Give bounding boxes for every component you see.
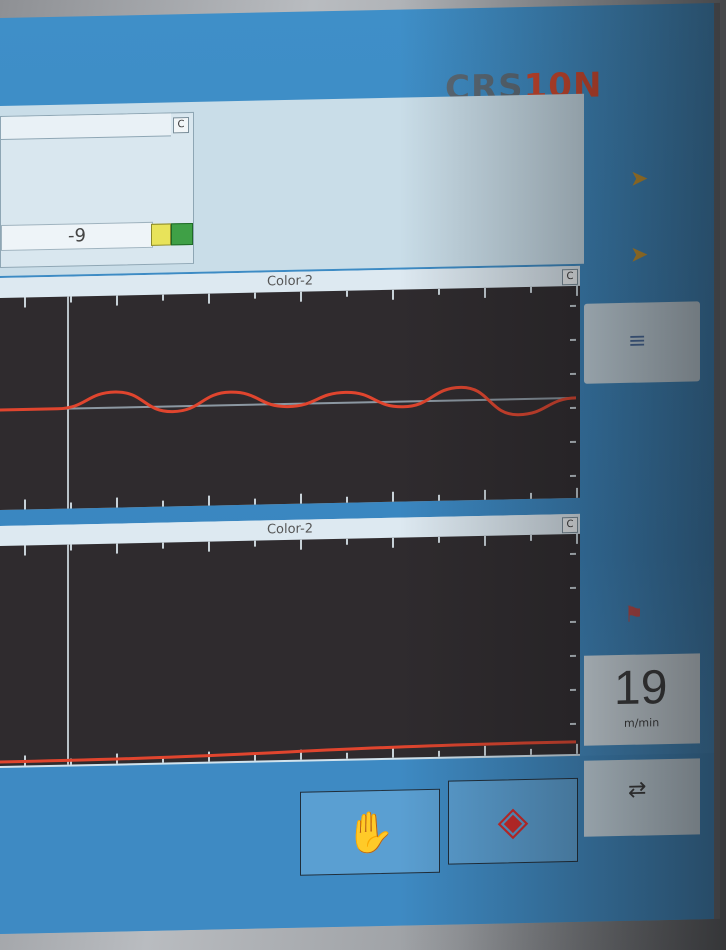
speed-display: 19 m/min xyxy=(584,653,700,746)
chart-panel-2: Color-2 C xyxy=(0,513,580,788)
exit-button[interactable]: ◈ xyxy=(448,777,578,865)
parameter-header xyxy=(1,113,171,140)
layers-icon: ≡ xyxy=(628,328,647,354)
chart-area-1 xyxy=(0,285,580,510)
chart-panel-1: Color-2 C xyxy=(0,265,580,510)
repeat-icon: ⇄ xyxy=(628,777,647,803)
adjust-button[interactable] xyxy=(151,223,171,246)
layers-button[interactable]: ≡ xyxy=(584,301,700,384)
confirm-button[interactable] xyxy=(171,222,193,246)
bottom-bar: ✋ ◈ ⇄ xyxy=(0,753,714,934)
arrow-down-icon[interactable]: ➤ xyxy=(630,242,649,268)
hmi-screen: CRS10N C -9 Color-2 C Color-2 C xyxy=(0,2,720,934)
stop-button[interactable]: ✋ xyxy=(300,788,440,876)
repeat-button[interactable]: ⇄ xyxy=(584,758,700,837)
chart-area-2 xyxy=(0,533,580,766)
chart-2-svg xyxy=(0,533,578,766)
offset-value[interactable]: -9 xyxy=(1,221,153,251)
flag-icon[interactable]: ⚑ xyxy=(624,602,644,628)
clear-button[interactable]: C xyxy=(173,117,189,134)
chart-1-clear-button[interactable]: C xyxy=(562,268,578,286)
hand-stop-icon: ✋ xyxy=(345,809,395,857)
exit-diamond-icon: ◈ xyxy=(497,797,529,845)
speed-unit: m/min xyxy=(624,716,660,730)
side-toolbar: ➤ ➤ ≡ ⚑ 19 m/min xyxy=(584,91,704,754)
arrow-up-icon[interactable]: ➤ xyxy=(630,166,649,192)
chart-2-clear-button[interactable]: C xyxy=(562,516,578,534)
chart-1-svg xyxy=(0,285,578,510)
parameter-box: C -9 xyxy=(0,111,194,268)
top-panel: C -9 xyxy=(0,93,584,277)
speed-value: 19 xyxy=(614,661,668,716)
